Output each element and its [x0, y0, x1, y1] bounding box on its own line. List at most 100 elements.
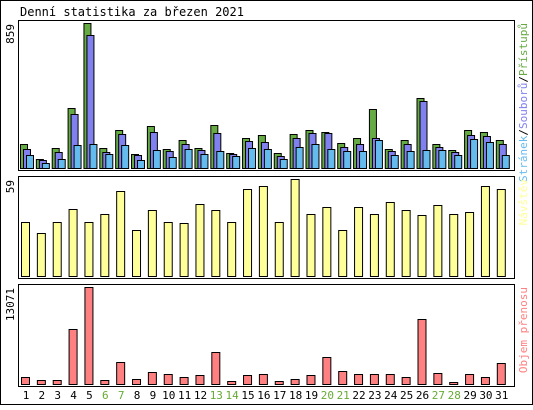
x-tick-label-day-22: 22: [352, 389, 365, 402]
x-tick-label-day-24: 24: [384, 389, 398, 402]
y-max-label: 859: [4, 24, 17, 44]
bar-visits-day-16: [258, 186, 268, 277]
x-tick-label-day-17: 17: [273, 389, 286, 402]
bar-traffic-day-3: [52, 380, 62, 385]
bar-traffic-day-17: [274, 381, 284, 385]
bar-pages-day-28: [454, 155, 463, 169]
bar-pages-day-2: [41, 163, 50, 169]
bar-visits-day-15: [243, 189, 253, 277]
legend: Návštěv: [517, 179, 530, 226]
bar-traffic-day-2: [36, 380, 46, 385]
bar-pages-day-5: [89, 144, 98, 169]
bar-pages-day-8: [137, 160, 146, 169]
bar-traffic-day-31: [496, 363, 506, 385]
x-tick-label-day-18: 18: [289, 389, 302, 402]
bar-visits-day-2: [36, 233, 46, 277]
x-tick-label-day-8: 8: [134, 389, 141, 402]
bar-pages-day-26: [422, 150, 431, 169]
bar-traffic-day-16: [258, 374, 268, 385]
bar-visits-day-8: [132, 230, 142, 277]
x-axis-day-labels: 1 2 3 4 5 6 7 8 9 10 11 12 13 14 15 16 17 18 19 20 21 22 23 24 2…: [23, 389, 509, 402]
x-tick-label-day-1: 1: [23, 389, 30, 402]
x-tick-label-day-9: 9: [150, 389, 157, 402]
bar-traffic-day-15: [243, 375, 253, 385]
bar-visits-day-3: [52, 222, 62, 277]
legend-entry-traffic: Objem přenosu: [517, 287, 530, 373]
panel-middle: 59 Návštěv: [4, 176, 530, 279]
bar-visits-day-20: [322, 207, 332, 277]
bar-traffic-day-30: [480, 377, 490, 385]
bar-traffic-day-10: [163, 374, 173, 385]
bar-visits-day-21: [338, 230, 348, 277]
bar-pages-day-6: [105, 154, 114, 169]
bar-pages-day-13: [216, 151, 225, 169]
bar-traffic-day-19: [306, 375, 316, 385]
bar-traffic-day-5: [84, 287, 94, 385]
x-tick-label-day-11: 11: [178, 389, 191, 402]
bar-pages-day-10: [168, 157, 177, 169]
bar-visits-day-14: [227, 222, 237, 277]
x-tick-label-day-10: 10: [162, 389, 175, 402]
x-tick-label-day-15: 15: [241, 389, 254, 402]
bar-traffic-day-18: [290, 379, 300, 385]
x-tick-label-day-2: 2: [39, 389, 46, 402]
bar-traffic-day-13: [211, 352, 221, 385]
bar-pages-day-18: [295, 147, 304, 169]
x-tick-label-day-29: 29: [463, 389, 476, 402]
bar-visits-day-7: [116, 191, 126, 277]
bar-traffic-day-21: [338, 371, 348, 385]
bar-pages-day-16: [263, 149, 272, 169]
x-tick-label-day-28: 28: [448, 389, 461, 402]
bar-visits-day-17: [274, 222, 284, 277]
bar-visits-day-24: [385, 202, 395, 277]
bar-visits-day-26: [417, 215, 427, 277]
bar-visits-day-23: [369, 214, 379, 277]
x-tick-label-day-4: 4: [70, 389, 77, 402]
bar-pages-day-27: [438, 150, 447, 169]
bar-traffic-day-11: [179, 377, 189, 385]
bar-traffic-day-25: [401, 377, 411, 385]
bar-pages-day-17: [279, 159, 288, 169]
bar-traffic-day-7: [116, 362, 126, 385]
x-tick-label-day-30: 30: [479, 389, 492, 402]
y-max-label: 59: [4, 180, 17, 193]
panel-frame: [18, 176, 515, 279]
bar-visits-day-13: [211, 210, 221, 277]
bar-pages-day-15: [248, 148, 257, 169]
x-tick-label-day-13: 13: [210, 389, 223, 402]
x-tick-label-day-23: 23: [368, 389, 381, 402]
x-tick-label-day-27: 27: [432, 389, 445, 402]
bar-traffic-day-22: [354, 374, 364, 385]
bar-traffic-day-6: [100, 380, 110, 385]
bar-visits-day-9: [147, 210, 157, 277]
bar-visits-day-12: [195, 204, 205, 277]
bar-traffic-day-28: [449, 382, 459, 385]
bar-pages-day-23: [374, 140, 383, 169]
bar-visits-day-6: [100, 214, 110, 277]
bar-pages-day-22: [359, 151, 368, 169]
bar-traffic-day-8: [132, 379, 142, 385]
bar-traffic-day-12: [195, 375, 205, 385]
bar-visits-day-4: [68, 209, 78, 277]
bar-traffic-day-9: [147, 372, 157, 385]
x-tick-label-day-14: 14: [226, 389, 240, 402]
x-tick-label-day-7: 7: [118, 389, 125, 402]
chart-title: Denní statistika za březen 2021: [20, 5, 244, 19]
x-tick-label-day-6: 6: [102, 389, 109, 402]
legend-entry-files: Souborů: [517, 83, 530, 129]
bar-pages-day-9: [152, 150, 161, 169]
bar-visits-day-11: [179, 223, 189, 277]
x-tick-label-day-12: 12: [194, 389, 207, 402]
bar-visits-day-22: [354, 207, 364, 277]
bar-visits-day-31: [496, 189, 506, 277]
bar-visits-day-18: [290, 179, 300, 277]
x-tick-label-day-20: 20: [321, 389, 334, 402]
bar-visits-day-29: [465, 212, 475, 277]
bar-pages-day-14: [232, 156, 241, 169]
bar-pages-day-1: [26, 155, 34, 169]
bar-pages-day-12: [200, 154, 209, 169]
panel-frame: [18, 20, 515, 171]
